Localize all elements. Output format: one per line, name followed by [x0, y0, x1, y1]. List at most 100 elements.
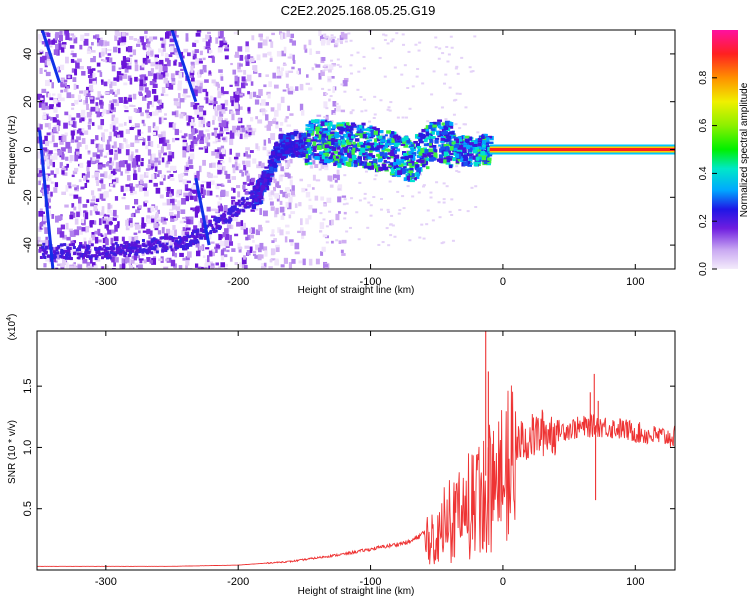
spectrogram-speck: [72, 170, 78, 175]
spectrogram-ridge-cell: [366, 139, 370, 144]
spectrogram-speck: [237, 46, 243, 52]
spectrogram-ridge-cell: [477, 142, 482, 147]
spectrogram-speck: [247, 91, 250, 95]
spectrogram-speck: [170, 189, 174, 196]
spectrogram-speck: [182, 216, 186, 220]
spectrogram-speck: [217, 83, 220, 91]
spectrogram-ridge-cell: [372, 160, 378, 164]
spectrogram-speck: [257, 119, 263, 124]
spectrogram-speck: [255, 244, 260, 251]
spectrogram-speck: [192, 207, 196, 212]
spectrogram-speck: [206, 206, 211, 212]
spectrogram-ridge-cell: [358, 141, 364, 145]
spectrogram-speck: [235, 91, 240, 95]
spectrogram-ridge-cell: [264, 181, 268, 185]
spectrogram-speck: [205, 259, 211, 266]
spectrogram-ridge-cell: [285, 145, 290, 149]
spectrogram-speck: [175, 70, 180, 76]
spectrogram-speck: [100, 184, 106, 190]
spectrogram-speck: [175, 102, 180, 107]
spectrogram-speck: [56, 120, 61, 126]
spectrogram-speck: [420, 223, 424, 226]
spectrogram-speck: [144, 200, 149, 204]
spectrogram-speck: [139, 260, 143, 264]
spectrogram-speck: [83, 237, 87, 243]
spectrogram-speck: [336, 147, 342, 154]
spectrogram-speck: [47, 164, 50, 170]
spectrogram-speck: [169, 46, 174, 53]
spectrogram-speck: [206, 142, 211, 147]
spectrogram-ridge-cell: [250, 190, 254, 194]
spectrogram-ridge-cell: [46, 254, 50, 258]
spectrogram-speck: [282, 213, 286, 216]
spectrogram-speck: [388, 109, 392, 112]
spectrogram-speck: [106, 48, 112, 52]
spectrogram-speck: [147, 125, 152, 133]
spectrogram-speck: [185, 195, 189, 202]
spectrogram-speck: [246, 124, 252, 132]
spectrogram-ridge-cell: [330, 138, 336, 142]
spectrogram-speck: [100, 164, 106, 168]
spectrogram-ridge-cell: [467, 147, 473, 153]
spectrogram-speck: [175, 191, 180, 198]
spectrogram-speck: [208, 173, 213, 179]
spectrogram-speck: [60, 89, 64, 93]
spectrogram-ridge-cell: [305, 124, 310, 127]
spectrogram-speck: [129, 183, 134, 188]
spectrogram-speck: [460, 56, 464, 59]
spectrogram-speck: [268, 197, 273, 201]
spectrogram-speck: [104, 233, 108, 240]
spectrogram-speck: [165, 258, 170, 262]
spectrogram-speck: [157, 157, 161, 161]
spectrogram-speck: [450, 198, 454, 201]
colorbar-gradient: [712, 30, 738, 269]
spectrogram-ridge-cell: [41, 245, 45, 249]
spectrogram-ridge-cell: [468, 157, 473, 162]
spectrogram-speck: [113, 141, 117, 149]
spectrogram-speck: [95, 159, 100, 163]
spectrogram-ridge-cell: [388, 164, 392, 168]
spectrogram-ridge-cell: [83, 253, 87, 257]
spectrogram-speck: [202, 38, 208, 42]
spectrogram-ridge-cell: [316, 139, 322, 143]
spectrogram-ridge-cell: [312, 147, 317, 153]
spectrogram-speck: [108, 217, 113, 221]
spectrogram-speck: [146, 43, 151, 47]
spectrogram-speck: [381, 241, 385, 244]
spectrogram-speck: [98, 39, 104, 46]
spectrogram-speck: [295, 133, 300, 139]
spectrogram-speck: [61, 167, 67, 171]
spectrogram-speck: [228, 157, 232, 163]
spectrogram-speck: [262, 246, 268, 251]
spectrogram-ridge-cell: [331, 148, 336, 151]
spectrogram-speck: [441, 52, 445, 55]
spectrogram-speck: [408, 239, 412, 242]
spectrogram-ridge-cell: [348, 139, 353, 143]
spectrogram-speck: [305, 218, 309, 225]
spectrogram-speck: [280, 67, 285, 71]
spectrogram-ridge-cell: [443, 151, 449, 157]
spectrogram-ridge-cell: [376, 153, 380, 157]
spectrogram-speck: [39, 189, 45, 193]
spectrogram-speck: [185, 33, 189, 39]
spectrogram-speck: [91, 42, 94, 46]
spectrogram-speck: [114, 177, 119, 184]
spectrogram-speck: [179, 113, 184, 119]
spectrogram-ridge-cell: [136, 244, 140, 248]
spectrogram-speck: [387, 106, 391, 109]
spectrogram-ridge-cell: [272, 163, 277, 168]
spectrogram-speck: [282, 63, 287, 66]
spectrogram-speck: [147, 70, 153, 77]
spectrogram-speck: [74, 69, 78, 76]
spectrogram-speck: [450, 46, 454, 49]
spectrogram-ridge-cell: [329, 158, 333, 162]
spectrogram-speck: [159, 102, 164, 109]
spectrogram-speck: [373, 178, 377, 181]
spectrogram-speck: [157, 100, 160, 104]
spectrogram-speck: [53, 187, 58, 193]
spectrogram-speck: [390, 40, 394, 43]
spectrogram-speck: [67, 146, 72, 154]
spectrogram-speck: [186, 219, 191, 225]
spectrogram-ridge-cell: [329, 121, 333, 127]
spectrogram-speck: [231, 248, 236, 252]
